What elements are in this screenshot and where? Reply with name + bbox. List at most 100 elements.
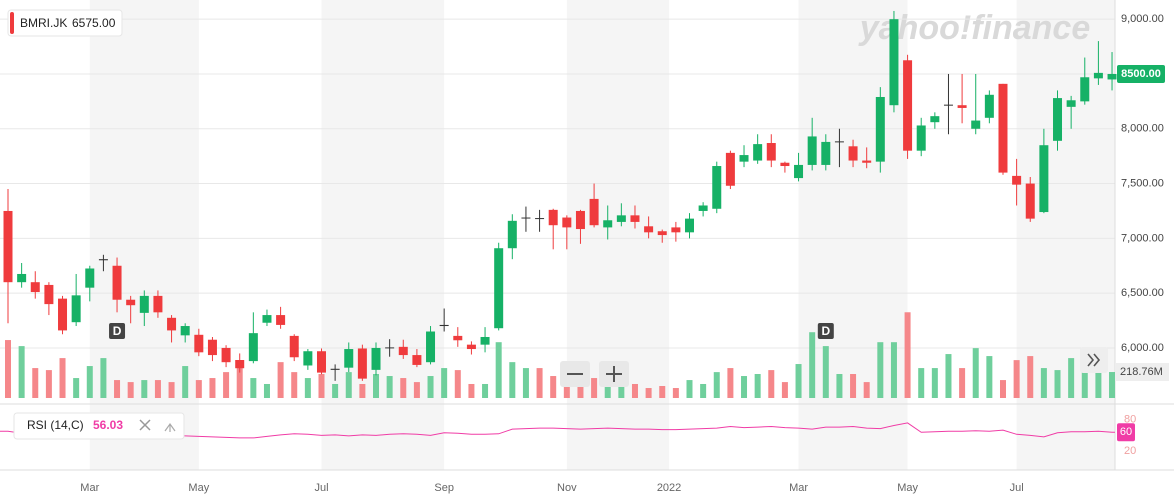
volume-bar	[332, 383, 339, 398]
candle-body	[998, 83, 1008, 173]
volume-bar	[536, 368, 543, 398]
volume-bar	[659, 386, 666, 398]
candle-body	[426, 331, 436, 363]
collapse-icon[interactable]	[164, 422, 176, 432]
volume-bar	[645, 388, 652, 398]
volume-bar	[59, 358, 66, 398]
x-tick-label: Jul	[1010, 482, 1024, 494]
candle-body	[725, 152, 735, 186]
volume-bar	[359, 383, 366, 398]
candle-body	[344, 349, 354, 368]
candle-body	[466, 344, 476, 350]
candle-body	[657, 231, 667, 236]
candle-body	[1066, 100, 1076, 107]
x-tick-label: Sep	[434, 482, 454, 494]
volume-bar	[209, 378, 216, 398]
candle-body	[262, 315, 272, 323]
candle-body	[330, 368, 340, 370]
candle-body	[521, 217, 531, 219]
volume-bar	[127, 382, 134, 398]
candle-body	[398, 346, 408, 356]
volume-bar	[509, 362, 516, 398]
symbol-legend	[7, 9, 123, 37]
y-tick-label: 7,000.00	[1121, 232, 1164, 244]
candle-body	[480, 336, 490, 345]
candle-body	[535, 218, 545, 220]
candle-body	[98, 259, 108, 261]
candle-body	[371, 347, 381, 370]
volume-bar	[32, 368, 39, 398]
volume-bar	[1068, 358, 1075, 398]
volume-bar	[495, 342, 502, 398]
candle-body	[807, 136, 817, 165]
volume-bar	[577, 376, 584, 398]
candle-body	[589, 198, 599, 226]
volume-bar	[263, 383, 270, 398]
month-band	[1016, 0, 1115, 470]
candle-body	[357, 348, 367, 379]
price-badge	[1117, 64, 1165, 83]
x-tick-label: Nov	[557, 482, 577, 494]
volume-bar	[468, 383, 475, 398]
candle-body	[71, 295, 81, 323]
x-tick-label: 2022	[657, 482, 681, 494]
candle-body	[603, 220, 613, 228]
volume-bar	[522, 368, 529, 398]
volume-bar	[591, 378, 598, 398]
volume-bar	[754, 374, 761, 398]
volume-bar	[972, 348, 979, 398]
candle-body	[780, 162, 790, 167]
candle-body	[180, 326, 190, 336]
candle-body	[221, 347, 231, 363]
candle-body	[1039, 145, 1049, 213]
volume-bar	[413, 382, 420, 398]
candle-body	[153, 295, 163, 313]
volume-bar	[86, 366, 93, 398]
x-tick-label: Mar	[80, 482, 99, 494]
volume-bar	[304, 378, 311, 398]
volume-bar	[454, 370, 461, 398]
remove-icon[interactable]	[139, 419, 151, 431]
volume-bar	[686, 380, 693, 398]
candle-body	[957, 105, 967, 108]
volume-bar	[604, 382, 611, 398]
volume-bar	[373, 374, 380, 398]
y-tick-label: 6,500.00	[1121, 287, 1164, 299]
volume-bar	[1109, 372, 1116, 398]
candle-body	[984, 94, 994, 118]
zoom-in-icon	[606, 366, 622, 382]
candle-body	[862, 160, 872, 163]
volume-bar	[345, 372, 352, 398]
volume-bar	[877, 342, 884, 398]
volume-bar	[441, 368, 448, 398]
rsi-tick-label: 80	[1124, 414, 1136, 426]
volume-bar	[141, 380, 148, 398]
volume-bar	[781, 382, 788, 398]
candle-body	[943, 104, 953, 106]
y-tick-label: 7,500.00	[1121, 177, 1164, 189]
volume-bar	[182, 366, 189, 398]
candle-body	[630, 215, 640, 222]
volume-bar	[822, 346, 829, 398]
candle-body	[439, 324, 449, 327]
volume-bar	[931, 368, 938, 398]
candle-body	[1080, 77, 1090, 102]
candle-body	[3, 210, 13, 283]
candle-body	[248, 333, 258, 362]
volume-bar	[999, 380, 1006, 398]
volume-bar	[618, 382, 625, 398]
candle-body	[112, 265, 122, 300]
candle-body	[507, 220, 517, 249]
volume-bar	[100, 358, 107, 398]
candle-body	[194, 334, 204, 353]
symbol-value: 6575.00	[72, 16, 116, 30]
rsi-legend-label: RSI (14,C)	[27, 418, 84, 432]
candle-body	[575, 210, 585, 230]
scroll-right-icon	[1087, 353, 1101, 367]
candle-body	[1093, 72, 1103, 79]
volume-badge	[1115, 363, 1169, 382]
candle-body	[126, 299, 136, 306]
volume-bar	[18, 346, 25, 398]
candle-body	[1107, 73, 1117, 80]
